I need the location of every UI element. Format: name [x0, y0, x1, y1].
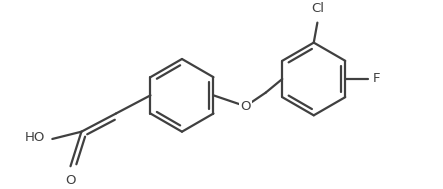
Text: Cl: Cl [311, 2, 324, 15]
Text: F: F [373, 72, 380, 85]
Text: O: O [65, 174, 76, 187]
Text: HO: HO [25, 131, 45, 144]
Text: O: O [241, 100, 251, 113]
